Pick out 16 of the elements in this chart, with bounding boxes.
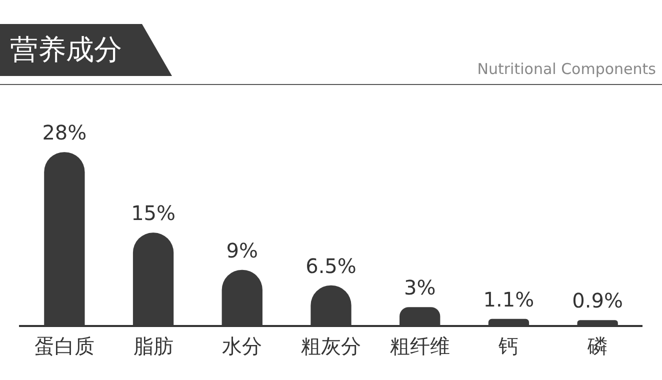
chart-subtitle: Nutritional Components [477, 60, 656, 78]
chart-title: 营养成分 [10, 32, 122, 68]
x-tick-label: 粗纤维 [390, 334, 450, 358]
x-tick-label: 水分 [222, 334, 262, 358]
x-tick-label: 磷 [586, 334, 608, 358]
data-label: 3% [404, 276, 436, 300]
data-label: 28% [42, 120, 87, 145]
x-tick-label: 钙 [498, 334, 519, 358]
data-label: 15% [131, 201, 176, 226]
x-tick-label: 蛋白质 [34, 334, 94, 358]
data-label: 9% [226, 238, 258, 262]
data-label: 0.9% [572, 288, 623, 313]
x-tick-label: 粗灰分 [301, 334, 361, 358]
data-label: 6.5% [306, 254, 356, 278]
x-tick-label: 脂肪 [133, 334, 174, 358]
data-label: 1.1% [483, 287, 534, 312]
